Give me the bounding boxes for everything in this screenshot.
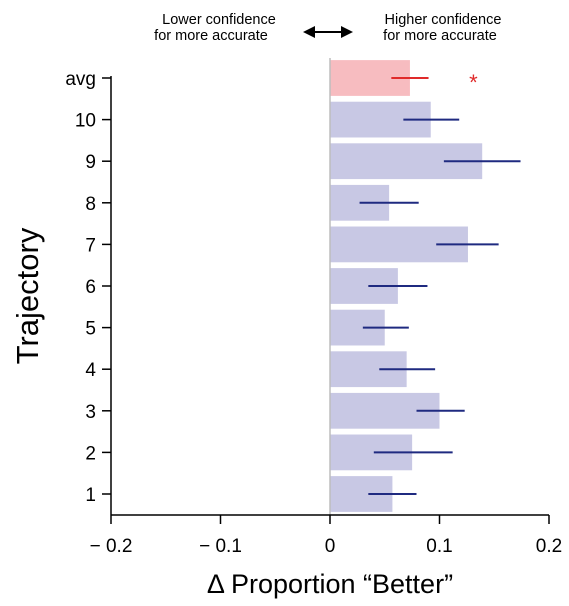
y-tick-label-2: 2 bbox=[85, 443, 96, 464]
y-tick-label-10: 10 bbox=[75, 111, 96, 132]
y-tick-label-1: 1 bbox=[85, 485, 96, 506]
annotation: Lower confidence for more accurate Highe… bbox=[154, 12, 501, 44]
error-bars bbox=[359, 77, 521, 495]
annotation-left-line-1: Lower confidence bbox=[162, 12, 276, 28]
y-tick-label-8: 8 bbox=[85, 194, 96, 215]
y-tick-label-7: 7 bbox=[85, 235, 96, 256]
y-axis-title: Trajectory bbox=[10, 227, 45, 364]
x-tick-label-2: 0 bbox=[325, 536, 336, 557]
significance-marker: * bbox=[469, 70, 478, 95]
x-tick-label-1: − 0.1 bbox=[199, 536, 242, 557]
y-tick-label-5: 5 bbox=[85, 319, 96, 340]
x-tick-label-3: 0.1 bbox=[426, 536, 452, 557]
y-tick-label-9: 9 bbox=[85, 152, 96, 173]
y-tick-label-avg: avg bbox=[65, 69, 96, 90]
annotation-right-line-1: Higher confidence bbox=[385, 12, 502, 28]
x-tick-label-0: − 0.2 bbox=[90, 536, 133, 557]
double-arrow-icon bbox=[303, 26, 353, 38]
annotation-left-line-2: for more accurate bbox=[154, 28, 268, 44]
y-tick-label-3: 3 bbox=[85, 402, 96, 423]
y-tick-label-4: 4 bbox=[85, 360, 96, 381]
x-tick-label-4: 0.2 bbox=[536, 536, 562, 557]
x-axis-title: Δ Proportion “Better” bbox=[207, 569, 453, 599]
tick-labels: 1 2 3 4 5 6 7 8 9 10 avg * − 0.2 − 0.1 0 0.1 0.2 bbox=[65, 69, 562, 557]
y-tick-label-6: 6 bbox=[85, 277, 96, 298]
annotation-right-line-2: for more accurate bbox=[383, 28, 497, 44]
axes bbox=[102, 58, 550, 524]
